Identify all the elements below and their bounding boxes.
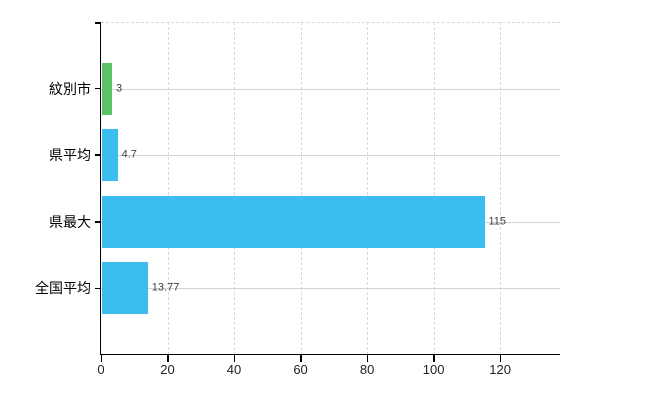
x-axis-tick [499, 355, 502, 362]
bar [102, 62, 112, 115]
y-axis-tick [95, 154, 101, 156]
x-axis-tick [366, 355, 369, 362]
plot-top-border [101, 22, 560, 23]
gridline-vertical [167, 22, 169, 355]
x-tick-label: 80 [359, 362, 375, 377]
y-axis [99, 22, 101, 355]
bar-value-label: 13.77 [151, 281, 180, 294]
x-axis-tick [300, 355, 302, 362]
x-axis [99, 353, 560, 355]
category-label: 県最大 [49, 213, 91, 230]
gridline-vertical [367, 22, 369, 355]
gridline-vertical [234, 22, 236, 355]
y-axis-tick [95, 221, 101, 223]
category-label: 全国平均 [35, 280, 91, 297]
x-tick-label: 0 [97, 362, 105, 377]
y-axis-top-end-tick [95, 22, 101, 24]
bar-value-label: 3 [115, 82, 123, 95]
x-axis-tick [100, 355, 102, 362]
gridline-vertical [500, 22, 502, 355]
bar [102, 129, 118, 182]
bar [102, 262, 148, 315]
y-axis-tick [95, 287, 101, 290]
category-label: 県平均 [49, 147, 91, 164]
category-gridline [101, 288, 560, 290]
x-tick-label: 40 [226, 362, 242, 377]
y-axis-tick [95, 87, 101, 90]
x-axis-tick [167, 355, 169, 362]
category-gridline [101, 155, 560, 157]
x-axis-tick [433, 355, 435, 362]
gridline-vertical [433, 22, 435, 355]
x-axis-tick [233, 355, 236, 362]
x-tick-label: 20 [160, 362, 175, 377]
x-tick-label: 120 [489, 362, 511, 377]
bar-value-label: 115 [488, 215, 507, 228]
bar-value-label: 4.7 [121, 148, 137, 161]
category-gridline [101, 88, 560, 90]
x-tick-label: 60 [293, 362, 308, 377]
category-label: 紋別市 [49, 80, 91, 97]
bar [102, 195, 485, 248]
x-tick-label: 100 [422, 362, 445, 377]
gridline-vertical [300, 22, 302, 355]
